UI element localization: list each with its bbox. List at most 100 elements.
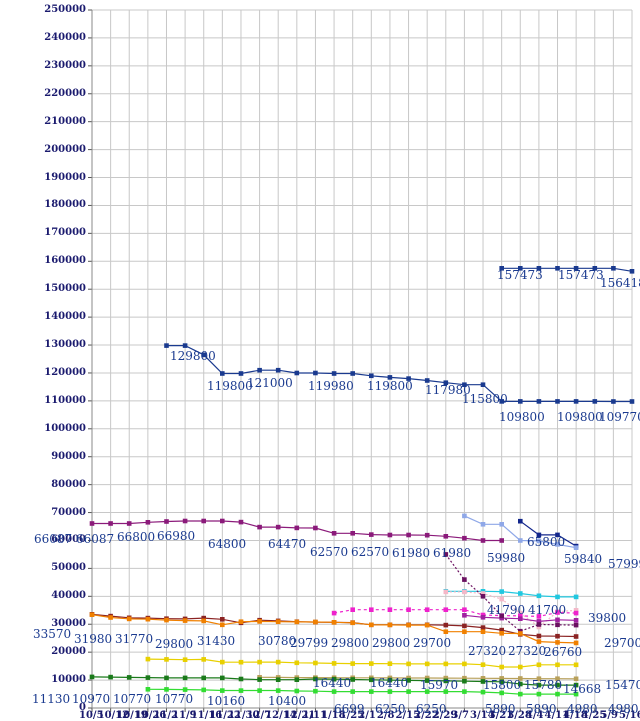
series-line (259, 676, 577, 680)
data-point-marker (350, 677, 355, 682)
data-point-marker (443, 689, 449, 694)
y-axis-tick-label: 100000 (44, 422, 86, 434)
data-point-marker (462, 589, 467, 595)
data-point-marker (518, 518, 523, 524)
data-point-marker (331, 661, 337, 666)
data-point-marker (387, 607, 393, 613)
data-point-marker (518, 681, 523, 687)
data-point-value-label: 33570 (33, 627, 72, 641)
series-series-p-brightgreen (145, 687, 579, 697)
y-axis-tick-label: 70000 (51, 506, 86, 518)
data-point-value-label: 15800 (483, 678, 522, 692)
data-point-value-label: 4980 (567, 702, 598, 716)
data-point-value-label: 6250 (416, 702, 447, 716)
x-axis-tick-label: 10/26 (134, 710, 167, 721)
data-point-marker (387, 677, 393, 683)
data-point-value-label: 156418 (600, 276, 640, 290)
data-point-marker (555, 633, 560, 639)
data-point-marker (518, 664, 523, 670)
data-point-marker (518, 399, 523, 404)
x-axis-tick-label: 11/22 (209, 710, 241, 721)
data-point-value-label: 27320 (468, 644, 507, 658)
data-point-marker (108, 674, 113, 680)
data-point-marker (369, 677, 374, 683)
data-point-value-label: 29799 (290, 636, 329, 650)
data-point-value-label: 31430 (197, 634, 236, 648)
data-point-marker (480, 625, 486, 630)
data-point-marker (294, 688, 300, 694)
data-point-marker (499, 266, 504, 271)
data-point-marker (238, 371, 244, 376)
data-point-marker (406, 689, 411, 694)
data-point-marker (443, 589, 449, 595)
data-point-marker (555, 610, 560, 615)
y-axis-tick-label: 30000 (51, 618, 86, 630)
data-point-marker (369, 689, 374, 694)
data-point-marker (443, 607, 449, 613)
data-point-value-label: 27320 (508, 644, 547, 658)
data-point-value-label: 59980 (487, 551, 526, 565)
data-point-marker (164, 687, 169, 692)
data-point-marker (629, 269, 635, 274)
data-point-marker (369, 373, 374, 379)
data-point-marker (462, 678, 467, 684)
data-point-value-label: 31770 (115, 632, 154, 646)
data-point-marker (182, 675, 188, 681)
series-series-b-highend (164, 343, 635, 404)
data-point-marker (238, 676, 244, 682)
data-point-value-label: 15780 (524, 678, 563, 692)
data-point-marker (462, 613, 467, 618)
y-axis-tick-label: 10000 (51, 674, 86, 686)
data-point-marker (536, 532, 542, 538)
data-point-value-label: 62570 (351, 545, 390, 559)
data-point-marker (275, 619, 281, 625)
data-point-value-label: 66087 (76, 532, 115, 546)
data-point-marker (164, 675, 169, 681)
data-point-marker (555, 676, 560, 682)
data-point-value-label: 61980 (433, 546, 472, 560)
data-point-marker (220, 688, 225, 693)
data-point-marker (201, 657, 206, 662)
data-point-marker (369, 532, 374, 537)
x-axis-tick-label: 11/30 (227, 710, 260, 721)
x-axis-tick-label: 10/12 (97, 710, 130, 721)
x-axis-tick-label: 5/16 (619, 710, 640, 721)
data-point-marker (462, 623, 467, 629)
data-point-value-label: 29800 (331, 636, 370, 650)
data-point-value-label: 117980 (425, 383, 471, 397)
data-point-marker (480, 615, 486, 620)
data-point-marker (555, 532, 560, 538)
data-point-marker (536, 399, 542, 404)
data-point-marker (350, 531, 355, 536)
data-point-marker (443, 380, 449, 385)
x-axis-tick-label: 3/14 (470, 710, 495, 721)
data-point-marker (238, 688, 244, 693)
data-point-value-label: 6250 (375, 702, 406, 716)
series-line (147, 658, 577, 668)
data-point-marker (499, 522, 504, 527)
data-point-marker (406, 532, 411, 538)
data-point-marker (350, 620, 355, 626)
data-point-marker (573, 618, 579, 623)
x-axis-tick-label: 4/11 (544, 710, 570, 721)
data-point-marker (313, 525, 318, 531)
data-point-marker (536, 622, 542, 627)
data-point-marker (387, 532, 393, 538)
data-point-marker (424, 661, 430, 667)
data-point-marker (499, 664, 504, 670)
data-point-value-label: 16440 (370, 676, 409, 690)
y-axis-tick-label: 120000 (44, 366, 86, 378)
data-point-marker (443, 678, 449, 684)
data-point-marker (611, 266, 616, 271)
data-point-marker (573, 634, 579, 639)
data-point-marker (592, 266, 598, 271)
series-line (147, 688, 577, 695)
data-point-marker (499, 589, 504, 594)
x-axis-tick-label: 2/8 (376, 710, 395, 721)
data-point-marker (89, 674, 95, 680)
data-point-marker (536, 266, 542, 271)
data-point-marker (369, 622, 374, 628)
x-axis-tick-label: 3/21 (488, 710, 514, 721)
x-axis-tick-label: 11/2 (153, 710, 178, 721)
data-point-marker (220, 659, 225, 665)
